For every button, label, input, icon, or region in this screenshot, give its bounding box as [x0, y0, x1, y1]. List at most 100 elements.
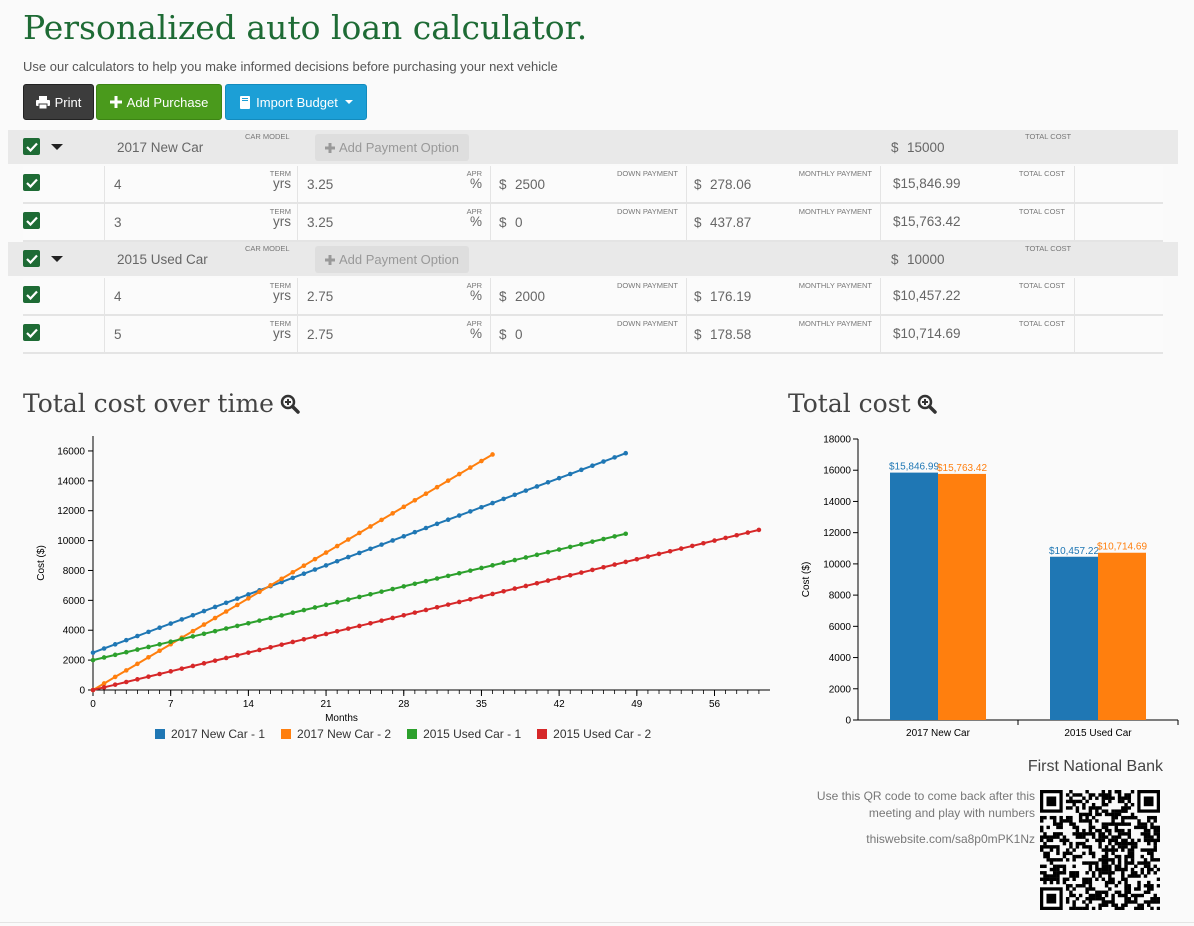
checkbox-checked[interactable] — [23, 212, 40, 229]
data-point — [401, 584, 407, 589]
qr-module — [1088, 845, 1093, 849]
checkbox-checked[interactable] — [23, 250, 40, 267]
down-payment-field[interactable]: $ 2000 DOWN PAYMENT — [490, 278, 686, 314]
qr-module — [1062, 841, 1067, 846]
down-payment-field[interactable]: $ 0 DOWN PAYMENT — [490, 316, 686, 352]
zoom-in-icon[interactable] — [917, 394, 937, 414]
down-payment-field[interactable]: $ 0 DOWN PAYMENT — [490, 204, 686, 240]
term-field[interactable]: 5 TERM yrs — [104, 316, 297, 352]
qr-module — [1156, 825, 1160, 830]
add-payment-option-button[interactable]: Add Payment Option — [315, 246, 469, 273]
qr-module — [1043, 835, 1047, 839]
qr-module — [1150, 848, 1154, 852]
term-field[interactable]: 4 TERM yrs — [104, 166, 297, 202]
car-model-value[interactable]: 2017 New Car — [117, 140, 204, 155]
qr-module — [1143, 828, 1148, 833]
apr-field[interactable]: 3.25 APR % — [297, 204, 490, 240]
apr-field[interactable]: 2.75 APR % — [297, 278, 490, 314]
qr-module — [1085, 906, 1089, 910]
legend-item[interactable]: 2017 New Car - 2 — [281, 727, 391, 741]
qr-module — [1147, 851, 1151, 856]
car-model-value[interactable]: 2015 Used Car — [117, 252, 208, 267]
qr-module — [1111, 796, 1115, 800]
qr-module — [1072, 871, 1076, 875]
option-total-cost-field: $10,457.22 TOTAL COST — [880, 278, 1075, 314]
qr-module — [1104, 848, 1109, 852]
qr-module — [1108, 887, 1112, 891]
apr-value[interactable]: 3.25 — [307, 177, 334, 192]
data-point — [179, 636, 185, 642]
qr-module — [1114, 825, 1119, 830]
apr-value[interactable]: 2.75 — [307, 327, 334, 342]
qr-module — [1150, 887, 1154, 891]
term-value[interactable]: 5 — [114, 327, 122, 342]
apr-value[interactable]: 2.75 — [307, 289, 334, 304]
qr-module — [1137, 903, 1141, 907]
qr-module — [1121, 848, 1125, 852]
import-budget-button[interactable]: Import Budget — [225, 84, 367, 120]
term-value[interactable]: 4 — [114, 177, 122, 192]
qr-module — [1082, 861, 1086, 865]
qr-module — [1095, 812, 1099, 817]
checkbox-checked[interactable] — [23, 324, 40, 341]
data-point — [445, 478, 451, 483]
car-model-label: CAR MODEL — [245, 244, 290, 253]
collapse-toggle-icon[interactable] — [51, 144, 63, 150]
purchase-total-cost[interactable]: 10000 — [907, 252, 945, 267]
y-tick-label: 8000 — [63, 566, 86, 577]
qr-module — [1127, 848, 1132, 852]
qr-module — [1104, 867, 1109, 872]
qr-module — [1069, 874, 1073, 878]
x-axis-label: Months — [325, 713, 358, 724]
checkbox-checked[interactable] — [23, 174, 40, 191]
apr-field[interactable]: 3.25 APR % — [297, 166, 490, 202]
qr-module — [1147, 861, 1151, 865]
qr-module — [1121, 799, 1125, 804]
qr-module — [1078, 812, 1083, 817]
qr-module — [1130, 790, 1135, 794]
legend-item[interactable]: 2015 Used Car - 2 — [537, 727, 651, 741]
x-tick-label: 49 — [631, 699, 643, 710]
monthly-payment-label: MONTHLY PAYMENT — [798, 319, 872, 328]
qr-module — [1098, 845, 1102, 849]
checkbox-checked[interactable] — [23, 286, 40, 303]
apr-value[interactable]: 3.25 — [307, 215, 334, 230]
apr-field[interactable]: 2.75 APR % — [297, 316, 490, 352]
qr-module — [1040, 819, 1044, 823]
term-value[interactable]: 4 — [114, 289, 122, 304]
legend-item[interactable]: 2017 New Car - 1 — [155, 727, 265, 741]
option-total-cost-value: $15,763.42 — [893, 214, 961, 229]
qr-module — [1075, 793, 1080, 797]
qr-module — [1078, 793, 1083, 797]
purchase-total-cost[interactable]: 15000 — [907, 140, 945, 155]
x-category-label: 2017 New Car — [906, 728, 971, 739]
qr-module — [1062, 867, 1067, 872]
data-point — [534, 580, 540, 586]
qr-module — [1101, 835, 1106, 839]
qr-module — [1114, 854, 1119, 859]
qr-module — [1040, 815, 1044, 820]
down-payment-value[interactable]: 2000 — [515, 289, 546, 304]
collapse-toggle-icon[interactable] — [51, 256, 63, 262]
data-point — [501, 496, 506, 502]
legend-item[interactable]: 2015 Used Car - 1 — [407, 727, 521, 741]
qr-module — [1130, 812, 1135, 817]
term-field[interactable]: 4 TERM yrs — [104, 278, 297, 314]
term-field[interactable]: 3 TERM yrs — [104, 204, 297, 240]
checkbox-checked[interactable] — [23, 138, 40, 155]
zoom-in-icon[interactable] — [280, 394, 300, 414]
qr-url[interactable]: thiswebsite.com/sa8p0mPK1Nz — [866, 832, 1035, 846]
add-purchase-button[interactable]: Add Purchase — [96, 84, 222, 120]
qr-module — [1114, 815, 1119, 820]
down-payment-field[interactable]: $ 2500 DOWN PAYMENT — [490, 166, 686, 202]
qr-module — [1137, 880, 1141, 885]
legend-swatch — [155, 729, 165, 739]
qr-module — [1069, 884, 1073, 888]
down-payment-value[interactable]: 0 — [515, 215, 523, 230]
term-value[interactable]: 3 — [114, 215, 122, 230]
print-button[interactable]: Print — [23, 84, 94, 120]
add-payment-option-button[interactable]: Add Payment Option — [315, 134, 469, 161]
x-tick-label: 0 — [90, 699, 96, 710]
down-payment-value[interactable]: 2500 — [515, 177, 546, 192]
down-payment-value[interactable]: 0 — [515, 327, 523, 342]
